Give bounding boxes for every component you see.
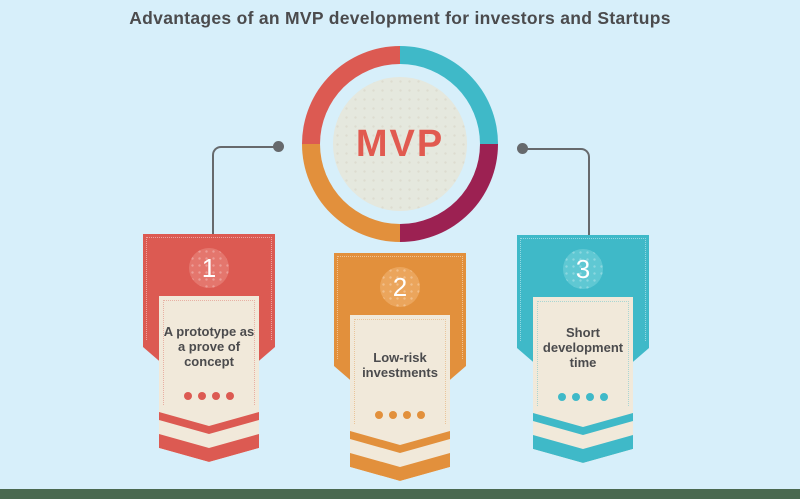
chevron-stripe-icon [350,431,450,453]
dot-icon [558,393,566,401]
card-text: Short development time [542,324,624,370]
dot-icon [226,392,234,400]
mvp-core-circle: MVP [333,77,467,211]
chevron-stripe-icon [159,434,259,462]
card-prototype: 1 A prototype as a prove of concept [143,234,275,462]
chevron-stripe-icon [350,453,450,481]
accent-dots [533,393,633,401]
footer-bar [0,489,800,499]
dot-icon [198,392,206,400]
number-badge: 1 [189,248,229,288]
mvp-label: MVP [355,122,445,165]
dot-icon [417,411,425,419]
dot-icon [403,411,411,419]
dot-icon [572,393,580,401]
card-low-risk: 2 Low-risk investments [334,253,466,481]
chevron-stripe-icon [533,413,633,435]
number-badge-label: 3 [575,253,591,284]
connector-dot-right [517,143,528,154]
connector-left [212,141,284,236]
dot-icon [184,392,192,400]
number-badge: 3 [563,249,603,289]
card-panel: A prototype as a prove of concept [159,296,259,462]
dot-icon [389,411,397,419]
card-panel: Short development time [533,297,633,463]
chevron-stripe-icon [159,412,259,434]
dot-icon [600,393,608,401]
connector-right [517,143,590,237]
card-panel: Low-risk investments [350,315,450,481]
chevron-stripe-icon [533,435,633,463]
connector-dot-left [273,141,284,152]
card-text: Low-risk investments [362,350,438,380]
card-short-time: 3 Short development time [517,235,649,463]
accent-dots [350,411,450,419]
dot-icon [212,392,220,400]
mvp-ring-chart: MVP [302,46,498,242]
number-badge: 2 [380,267,420,307]
card-text: A prototype as a prove of concept [163,323,255,369]
accent-dots [159,392,259,400]
number-badge-label: 1 [201,252,217,283]
page-title: Advantages of an MVP development for inv… [129,8,671,28]
dot-icon [375,411,383,419]
dot-icon [586,393,594,401]
number-badge-label: 2 [392,271,408,302]
